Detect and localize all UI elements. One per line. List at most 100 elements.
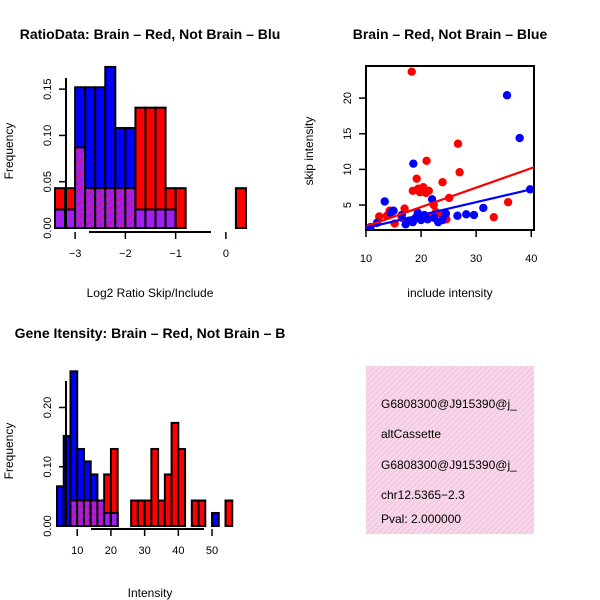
intensity-hist-title: Gene Itensity: Brain – Red, Not Brain – …	[15, 325, 286, 341]
point-brain	[400, 204, 409, 213]
bar-overlap-hatch	[90, 500, 98, 526]
scatter-plot-box	[365, 65, 535, 231]
y-tick-label: 20	[342, 92, 354, 104]
point-not-brain	[453, 211, 462, 220]
point-not-brain	[423, 215, 432, 224]
point-brain	[455, 168, 464, 177]
y-tick-label: 0.00	[42, 515, 54, 536]
point-brain	[422, 156, 431, 166]
scatter-marks	[366, 67, 534, 230]
ratio-hist-xlabel: Log2 Ratio Skip/Include	[87, 286, 214, 300]
intensity-hist-ticks: 10 20 30 40 50 0.00 0.10 0.20	[42, 397, 218, 557]
x-tick-label: 0	[223, 248, 229, 260]
scatter-xlabel: include intensity	[407, 286, 492, 300]
point-not-brain	[441, 209, 451, 218]
bar-brain	[157, 499, 166, 528]
x-tick-label: −1	[169, 248, 182, 260]
ratio-hist-title: RatioData: Brain – Red, Not Brain – Blu	[20, 26, 281, 42]
y-tick-label: 15	[342, 128, 354, 140]
y-tick-label: 5	[342, 202, 354, 208]
x-tick-label: 10	[360, 253, 372, 265]
ratio-hist-panel: RatioData: Brain – Red, Not Brain – Blu …	[2, 26, 280, 300]
y-tick-label: 0.10	[42, 456, 54, 477]
bar-brain	[143, 499, 153, 528]
bar-overlap	[109, 511, 119, 527]
point-not-brain	[386, 208, 395, 218]
bar-overlap-hatch	[95, 188, 106, 228]
scatter-panel: Brain – Red, Not Brain – Blue 10 20 30 4051…	[302, 26, 547, 300]
point-brain	[421, 188, 431, 198]
x-tick-label: 10	[71, 545, 83, 557]
x-tick-label: 30	[139, 545, 151, 557]
y-tick-label: 0.10	[42, 125, 54, 146]
intensity-hist-bars	[56, 370, 234, 528]
bar-not-brain	[211, 511, 220, 527]
bar-overlap-hatch	[105, 188, 116, 228]
info-panel-hatch	[366, 366, 534, 534]
ratio-hist-ticks: −3 −2 −1 0 0.00 0.05 0.10 0.15	[42, 78, 229, 260]
point-brain	[407, 67, 416, 76]
point-not-brain	[469, 210, 479, 220]
scatter-ylabel: skip intensity	[302, 117, 316, 186]
bar-overlap	[134, 208, 147, 230]
bar-brain	[177, 447, 187, 527]
bar-overlap-hatch	[70, 500, 78, 526]
bar-brain	[150, 447, 160, 527]
point-not-brain	[502, 91, 512, 100]
bar-brain	[136, 499, 146, 528]
trendline-brain	[366, 166, 534, 228]
point-not-brain	[462, 210, 471, 219]
bar-overlap-hatch	[75, 147, 86, 228]
intensity-hist-ylabel: Frequency	[2, 423, 16, 480]
info-pval: Pval: 2.000000	[381, 512, 461, 526]
bar-overlap	[103, 511, 112, 527]
x-tick-label: −3	[69, 248, 82, 260]
info-panel: G6808300@J915390@j_ altCassette G6808300…	[366, 366, 534, 534]
bar-overlap-hatch	[85, 188, 96, 228]
y-tick-label: 0.00	[42, 217, 54, 238]
y-tick-label: 0.20	[42, 397, 54, 418]
bar-brain	[224, 499, 234, 528]
x-tick-label: 50	[206, 545, 218, 557]
bar-brain	[130, 499, 139, 528]
bar-not-brain	[62, 434, 72, 528]
x-tick-label: 40	[525, 253, 537, 265]
point-not-brain	[438, 215, 447, 225]
scatter-ticks: 10 20 30 40 5 10 15 20	[342, 92, 537, 265]
y-tick-label: 0.05	[42, 171, 54, 192]
bar-overlap	[144, 208, 157, 230]
bar-overlap	[54, 208, 67, 230]
bar-brain	[170, 421, 180, 527]
x-tick-label: 20	[415, 253, 427, 265]
point-brain	[412, 174, 421, 183]
bar-brain	[190, 499, 200, 528]
x-tick-label: 30	[470, 253, 482, 265]
x-tick-label: 20	[105, 545, 117, 557]
point-not-brain	[409, 159, 418, 168]
bar-overlap-hatch	[97, 500, 105, 526]
x-tick-label: 40	[172, 545, 184, 557]
bar-brain	[234, 187, 247, 230]
point-not-brain	[479, 203, 488, 213]
y-tick-label: 0.15	[42, 78, 54, 99]
bar-overlap-hatch	[83, 500, 91, 526]
y-tick-label: 10	[342, 163, 354, 175]
info-gene-id-2: G6808300@J915390@j_	[381, 458, 517, 472]
x-tick-label: −2	[119, 248, 132, 260]
point-brain	[489, 212, 498, 222]
info-location: chr12.5365−2.3	[381, 488, 465, 502]
scatter-title: Brain – Red, Not Brain – Blue	[353, 26, 548, 42]
bar-overlap	[164, 208, 177, 230]
bar-brain	[197, 499, 207, 528]
info-event-type: altCassette	[381, 427, 441, 441]
bar-overlap-hatch	[115, 188, 126, 228]
point-not-brain	[515, 133, 524, 143]
bar-overlap-hatch	[77, 500, 84, 526]
intensity-hist-panel: Gene Itensity: Brain – Red, Not Brain – …	[2, 325, 285, 600]
bar-overlap	[154, 208, 167, 230]
point-not-brain	[380, 197, 389, 206]
point-brain	[453, 139, 463, 148]
info-gene-id: G6808300@J915390@j_	[381, 397, 517, 411]
bar-overlap-hatch	[125, 188, 136, 228]
